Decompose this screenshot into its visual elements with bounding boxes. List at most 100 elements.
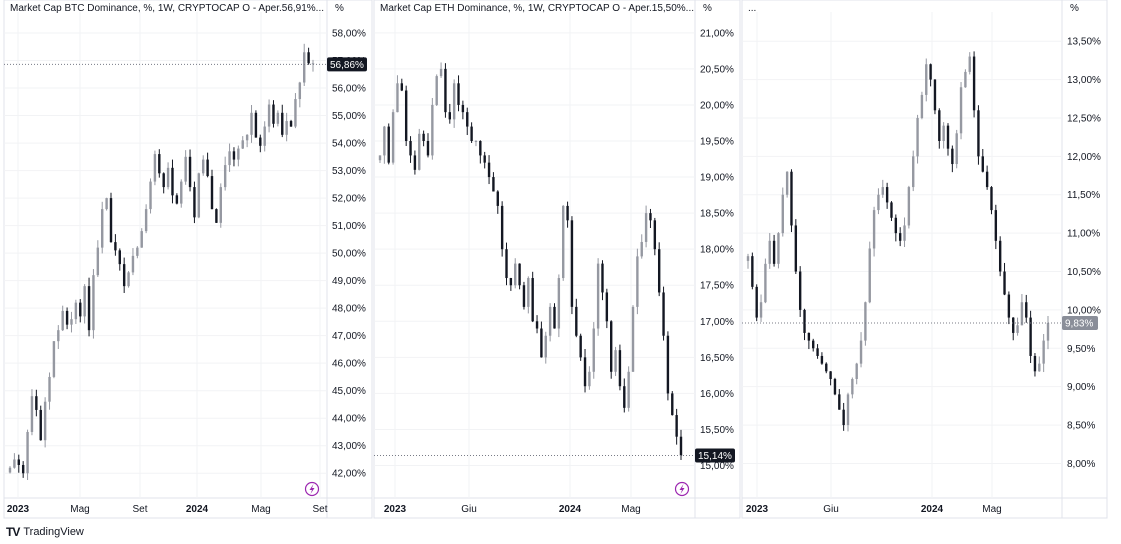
x-tick-label: 2023 [7, 504, 30, 515]
y-tick-label: 48,00% [332, 304, 366, 315]
candle-body [1003, 271, 1006, 295]
candle-body [768, 240, 771, 264]
unit-label: % [1070, 3, 1079, 14]
candle-body [781, 194, 784, 234]
candle-body [994, 210, 998, 241]
candle-body [457, 83, 460, 105]
y-tick-label: 13,50% [1067, 37, 1101, 48]
y-tick-label: 44,00% [332, 414, 366, 425]
candle-body [946, 125, 950, 149]
candle-body [592, 328, 595, 372]
y-tick-label: 9,50% [1067, 344, 1095, 355]
candle-body [868, 248, 871, 303]
candle-body [122, 264, 126, 287]
candle-body [418, 133, 421, 170]
candle-body [391, 112, 395, 163]
candle-body [426, 141, 430, 156]
candle-body [825, 363, 828, 372]
candle-body [237, 148, 240, 160]
candle-body [158, 154, 161, 174]
candle-body [254, 112, 258, 138]
candle-body [916, 117, 919, 157]
candle-body [1046, 322, 1050, 341]
candle-body [400, 83, 404, 91]
candle-body [794, 225, 798, 272]
candle-body [387, 126, 390, 163]
candle-body [505, 249, 508, 279]
candle-body [307, 52, 310, 64]
candle-body [981, 156, 984, 172]
candle-body [851, 379, 854, 395]
candle-body [540, 328, 543, 358]
y-tick-label: 18,50% [700, 209, 734, 220]
candle-body [942, 125, 945, 141]
x-tick-label: Mag [251, 504, 270, 515]
y-tick-label: 43,00% [332, 441, 366, 452]
candle-body [17, 459, 20, 465]
candle-body [985, 171, 989, 188]
candle-body [479, 141, 482, 156]
candle-body [500, 205, 504, 250]
candle-body [461, 104, 465, 113]
y-tick-label: 16,00% [700, 389, 734, 400]
candle-body [70, 319, 73, 325]
candle-body [746, 256, 750, 261]
candle-body [92, 275, 95, 331]
candle-body [149, 181, 152, 210]
y-tick-label: 12,50% [1067, 113, 1101, 124]
panel-frame [3, 0, 373, 519]
candle-body [228, 151, 231, 166]
candle-body [833, 379, 837, 395]
candle-body [140, 231, 143, 248]
last-price-label: 56,86% [330, 60, 364, 71]
candle-body [166, 167, 170, 188]
x-tick-label: Set [132, 504, 147, 515]
candle-body [803, 309, 806, 333]
candle-body [548, 306, 552, 336]
candle-body [496, 191, 499, 206]
candle-body [751, 256, 754, 287]
candle-body [553, 306, 556, 329]
last-price-label: 9,83% [1065, 318, 1093, 329]
x-tick-label: 2024 [186, 504, 209, 515]
candle-body [206, 159, 209, 177]
brand-name: TradingView [23, 526, 84, 538]
candle-body [131, 255, 135, 273]
y-tick-label: 11,50% [1067, 190, 1100, 201]
candle-body [929, 64, 932, 80]
y-tick-label: 52,00% [332, 194, 366, 205]
y-tick-label: 46,00% [332, 359, 366, 370]
candle-body [514, 263, 517, 286]
candle-body [649, 213, 652, 221]
candle-body [527, 278, 530, 307]
last-price-tag [1062, 315, 1098, 330]
candle-body [289, 121, 293, 127]
candle-body [444, 68, 447, 113]
candle-body [807, 332, 811, 341]
candle-body [263, 126, 266, 146]
candle-body [562, 205, 565, 279]
candle-body [175, 195, 179, 204]
chart-panel-1: 42,00% 43,00% 44,00% 45,00% 46,00% 47,00% 48,0… [3, 0, 373, 519]
candle-body [544, 335, 547, 358]
candle-body [898, 233, 902, 241]
candle-body [772, 240, 776, 264]
y-tick-label: 11,00% [1067, 229, 1100, 240]
candle-body [881, 187, 884, 195]
candle-body [448, 112, 451, 120]
candle-body [842, 409, 845, 426]
lightning-icon [304, 481, 320, 497]
tradingview-brand[interactable]: TV TradingView [6, 525, 84, 539]
candle-body [951, 148, 954, 165]
candle-body [13, 459, 16, 468]
candle-body [413, 155, 417, 170]
y-tick-label: 17,00% [700, 317, 734, 328]
candle-body [57, 330, 60, 342]
candle-body [614, 350, 617, 372]
candle-body [8, 467, 12, 473]
candle-body [294, 99, 297, 127]
candle-body [636, 256, 639, 307]
candle-body [675, 415, 678, 437]
last-price-label: 15,14% [698, 451, 732, 462]
candle-body [877, 194, 880, 211]
